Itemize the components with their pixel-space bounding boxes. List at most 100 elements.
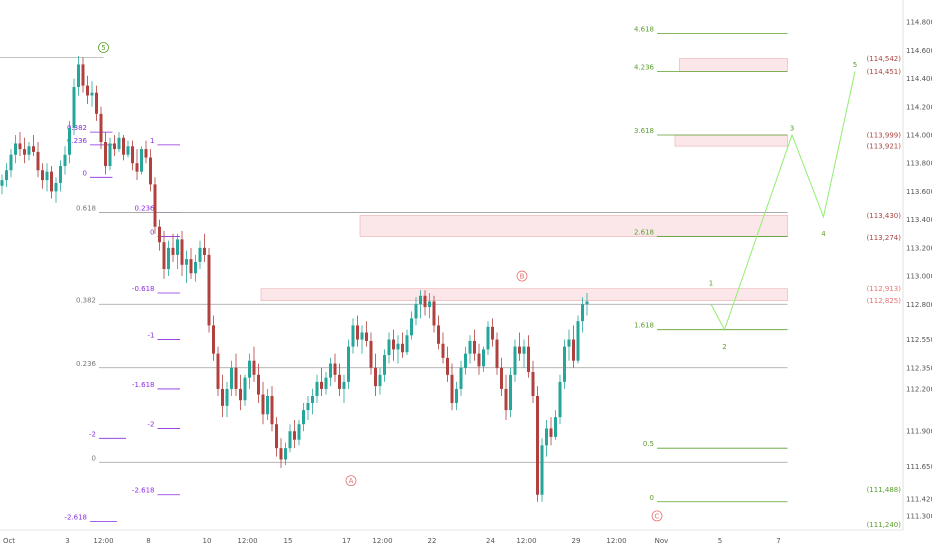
candle-body (68, 127, 71, 155)
price-tick: 114.800 (906, 19, 932, 27)
candle-body (221, 388, 224, 406)
candle-body (432, 301, 436, 326)
time-tick: 12:00 (93, 537, 113, 545)
candle-body (383, 355, 386, 375)
candle-body (549, 428, 553, 437)
time-tick: 12:00 (516, 537, 536, 545)
wave-label: A (349, 477, 354, 485)
fib-level-label: -0.618 (132, 285, 155, 293)
candle-body (378, 374, 382, 387)
candle-body (333, 363, 337, 375)
candle-body (270, 395, 274, 425)
candle-body (558, 381, 562, 418)
candle-body (104, 142, 107, 167)
fib-zone (260, 288, 788, 301)
time-tick: 10 (203, 537, 212, 545)
candle-body (585, 301, 589, 305)
price-tick: 113.400 (906, 216, 932, 224)
candle-body (324, 377, 328, 389)
candle-body (459, 367, 463, 389)
candle-body (297, 424, 301, 440)
candle-body (257, 374, 260, 395)
candle-body (536, 395, 539, 495)
candle-body (216, 353, 220, 389)
candle-body (162, 242, 166, 269)
price-tick: 114.000 (906, 131, 932, 139)
wave-label-circle (651, 510, 663, 522)
candle-body (428, 301, 431, 308)
candle-body (5, 170, 8, 181)
price-tick: 112.800 (906, 301, 932, 309)
candle-body (423, 295, 427, 308)
candle-body (311, 395, 314, 404)
fib-level-label: 0 (650, 494, 654, 502)
candle-body (522, 346, 526, 354)
fib-level-label: 0.618 (76, 205, 96, 213)
projection-path (710, 71, 856, 331)
price-tick: 112.350 (906, 364, 932, 372)
price-tick: 114.600 (906, 47, 932, 55)
wave-label-circle (98, 42, 109, 53)
candle-body (414, 304, 418, 319)
fib-level-label: -2 (89, 430, 96, 438)
candle-body (252, 360, 256, 375)
candle-body (518, 346, 521, 354)
candle-body (63, 154, 67, 167)
candle-body (437, 325, 440, 344)
fib-level-label: 3.618 (634, 127, 654, 135)
wave-label: 4 (821, 230, 826, 238)
fib-level-label: 0.5 (643, 440, 654, 448)
projection-line (710, 71, 856, 331)
candle-body (288, 431, 292, 449)
fib-level-label: -1 (148, 332, 155, 340)
candle-body (59, 166, 62, 183)
candle-body (293, 431, 296, 440)
candle-body (419, 295, 422, 305)
candle-body (329, 363, 332, 378)
candle-body (113, 143, 116, 150)
candle-body (275, 424, 278, 449)
time-tick: 17 (342, 537, 351, 545)
price-label: (111,488) (867, 486, 902, 494)
candle-body (171, 247, 175, 255)
price-tick: 113.600 (906, 188, 932, 196)
candle-body (342, 381, 346, 389)
candle-body (392, 339, 395, 350)
time-tick: 12:00 (237, 537, 257, 545)
candle-body (77, 64, 80, 88)
candle-body (572, 339, 575, 361)
candle-body (401, 343, 404, 353)
candle-body (374, 367, 377, 387)
fib-level-label: 0 (150, 229, 154, 237)
candle-body (117, 137, 121, 150)
candle-body (36, 151, 40, 171)
price-axis[interactable]: 114.800 114.600 114.400 114.200 114.000 113.8… (867, 0, 932, 550)
candle-body (396, 343, 400, 350)
candle-body (441, 343, 445, 358)
candle-body (207, 254, 211, 326)
candle-body (99, 113, 103, 143)
candle-body (581, 304, 584, 322)
price-axis-bg (903, 0, 932, 550)
wave-label: 1 (709, 280, 713, 288)
price-label: (113,430) (867, 212, 902, 220)
candle-body (18, 143, 22, 150)
time-tick: 29 (572, 537, 581, 545)
candle-body (477, 353, 481, 367)
price-tick: 113.200 (906, 244, 932, 252)
fib-zones (260, 58, 788, 301)
price-tick: 113.800 (906, 160, 932, 168)
fib-level-label: -2.618 (132, 487, 155, 495)
time-tick: 15 (284, 537, 293, 545)
candle-body (185, 259, 188, 265)
candle-body (212, 325, 215, 354)
fib-level-label: 0.382 (76, 296, 96, 304)
candle-body (54, 182, 58, 192)
price-tick: 111.650 (906, 463, 932, 471)
time-axis[interactable]: Oct 3 12:00 8 10 12:00 15 17 12:00 22 24 12:00 29 12:… (0, 529, 903, 545)
candle-body (545, 428, 548, 446)
time-tick: 3 (65, 537, 69, 545)
price-label: (113,999) (867, 132, 902, 140)
wave-label: 5 (101, 44, 105, 52)
